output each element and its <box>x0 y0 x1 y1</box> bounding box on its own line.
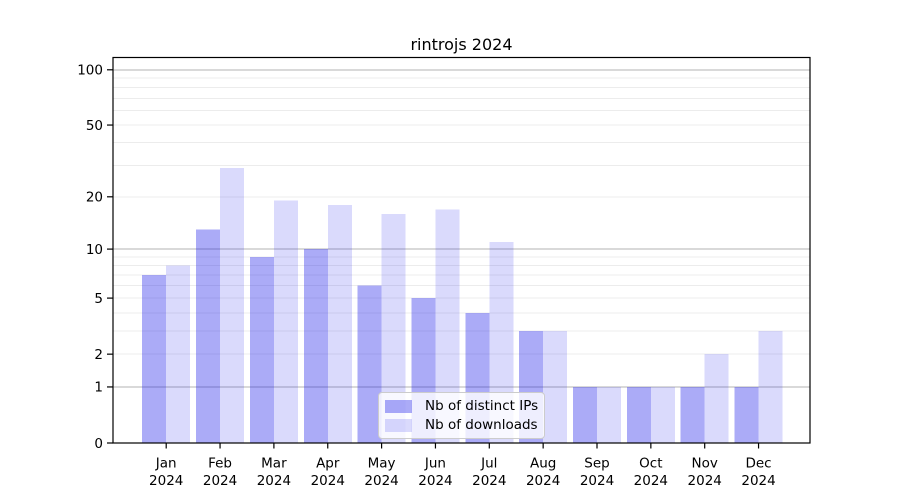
chart-title: rintrojs 2024 <box>410 35 513 54</box>
x-tick-label: Apr 2024 <box>311 456 345 489</box>
y-tick-label: 2 <box>94 347 103 363</box>
y-tick-label: 1 <box>94 380 103 396</box>
bar-ips-jan <box>142 274 167 443</box>
bar-ips-dec <box>734 386 759 443</box>
bar-downloads-feb <box>220 167 245 443</box>
bar-downloads-dec <box>758 330 783 443</box>
legend: Nb of distinct IPs Nb of downloads <box>378 392 545 439</box>
legend-swatch-downloads-icon <box>385 418 412 432</box>
x-tick-label: May 2024 <box>364 456 398 489</box>
x-tick-label: Jun 2024 <box>418 456 452 489</box>
bar-ips-apr <box>303 249 328 443</box>
x-tick-label: Feb 2024 <box>203 456 237 489</box>
bar-ips-may <box>357 285 382 443</box>
x-tick-label: Oct 2024 <box>634 456 668 489</box>
x-tick-label: Jan 2024 <box>149 456 183 489</box>
bar-downloads-apr <box>327 204 352 443</box>
y-tick-label: 0 <box>94 436 103 452</box>
y-tick-label: 20 <box>86 190 103 206</box>
legend-item-downloads: Nb of downloads <box>385 417 539 433</box>
bar-downloads-nov <box>704 354 729 443</box>
bar-downloads-mar <box>273 200 298 443</box>
legend-item-distinct-ips: Nb of distinct IPs <box>385 398 539 414</box>
x-tick-label: Mar 2024 <box>257 456 291 489</box>
legend-label-distinct-ips: Nb of distinct IPs <box>425 398 539 414</box>
bar-ips-oct <box>626 386 651 443</box>
bar-ips-feb <box>196 229 221 443</box>
x-tick-label: Nov 2024 <box>688 456 722 489</box>
x-tick-label: Dec 2024 <box>741 456 775 489</box>
bar-downloads-oct <box>650 386 675 443</box>
bar-downloads-sep <box>597 386 621 443</box>
bar-ips-mar <box>249 256 274 443</box>
x-tick-label: Sep 2024 <box>580 456 614 489</box>
x-tick-label: Jul 2024 <box>472 456 506 489</box>
x-tick-label: Aug 2024 <box>526 456 560 489</box>
legend-swatch-ips-icon <box>385 399 412 413</box>
bar-ips-nov <box>680 386 705 443</box>
legend-label-downloads: Nb of downloads <box>425 417 538 433</box>
plot-border <box>112 56 811 444</box>
y-tick-label: 5 <box>94 291 103 307</box>
bar-ips-sep <box>573 386 597 443</box>
y-tick-label: 10 <box>86 242 103 258</box>
bar-downloads-jan <box>166 265 191 443</box>
y-tick-label: 50 <box>86 118 103 134</box>
bar-downloads-aug <box>543 330 568 443</box>
y-tick-label: 100 <box>77 63 103 79</box>
